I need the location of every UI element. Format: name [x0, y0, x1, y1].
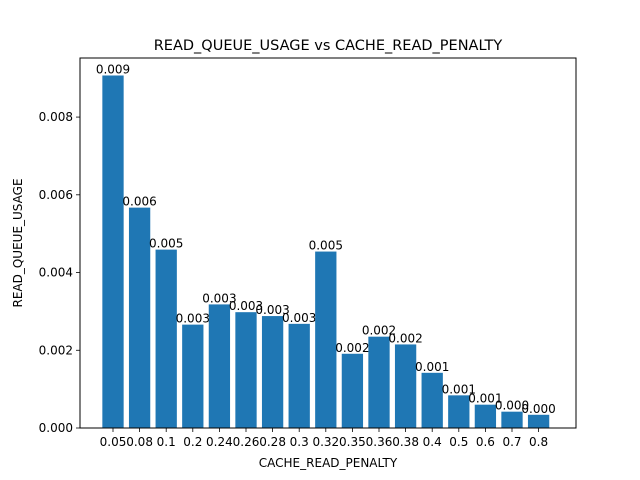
x-axis-ticks: 0.05 0.08 0.1 0.2 0.24 0.26 0.28 0.3 0.32 0.35 0.3…: [100, 428, 548, 449]
bar-0.36: [368, 336, 390, 428]
y-axis-ticks: 0.000 0.002 0.004 0.006 0.008: [39, 110, 80, 435]
bar-value-label: 0.002: [362, 324, 396, 338]
bar-value-label: 0.003: [255, 303, 289, 317]
bar-value-label: 0.000: [495, 399, 529, 413]
bar-0.4: [421, 372, 443, 428]
y-tick-label: 0.000: [39, 421, 73, 435]
y-tick-label: 0.006: [39, 188, 73, 202]
y-tick-label: 0.008: [39, 110, 73, 124]
x-tick-label: 0.24: [206, 435, 233, 449]
bar-value-label: 0.000: [521, 402, 555, 416]
bar-value-label: 0.005: [309, 239, 343, 253]
bar-value-label: 0.001: [415, 360, 449, 374]
bar-value-label: 0.005: [149, 237, 183, 251]
bar-0.8: [527, 414, 550, 428]
bar-0.05: [102, 75, 124, 429]
x-tick-label: 0.7: [502, 435, 521, 449]
bar-value-label: 0.001: [468, 392, 502, 406]
bar-0.1: [155, 249, 177, 428]
bar-value-label: 0.002: [335, 341, 369, 355]
x-tick-label: 0.3: [290, 435, 309, 449]
bar-value-label: 0.003: [176, 312, 210, 326]
bar-0.2: [182, 324, 204, 428]
bars-group: 0.0090.0060.0050.0030.0030.0030.0030.003…: [96, 62, 556, 429]
bar-0.5: [448, 395, 470, 428]
bar-0.35: [341, 353, 364, 428]
chart-title: READ_QUEUE_USAGE vs CACHE_READ_PENALTY: [154, 38, 503, 54]
y-axis-label: READ_QUEUE_USAGE: [11, 178, 25, 307]
bar-0.7: [501, 411, 523, 428]
y-tick-label: 0.002: [39, 343, 73, 357]
x-tick-label: 0.5: [449, 435, 468, 449]
x-tick-label: 0.6: [476, 435, 495, 449]
x-tick-label: 0.38: [392, 435, 419, 449]
bar-0.6: [474, 404, 497, 428]
bar-0.3: [288, 323, 310, 428]
x-tick-label: 0.8: [529, 435, 548, 449]
x-axis-label: CACHE_READ_PENALTY: [259, 456, 398, 470]
bar-0.24: [208, 304, 231, 428]
x-tick-label: 0.1: [157, 435, 176, 449]
bar-0.32: [315, 251, 337, 428]
bar-value-label: 0.009: [96, 62, 130, 76]
x-tick-label: 0.08: [126, 435, 153, 449]
x-tick-label: 0.36: [366, 435, 393, 449]
bar-value-label: 0.006: [122, 195, 156, 209]
x-tick-label: 0.35: [339, 435, 366, 449]
x-tick-label: 0.26: [233, 435, 260, 449]
bar-value-label: 0.002: [388, 331, 422, 345]
plot-frame: [79, 57, 577, 429]
bar-value-label: 0.003: [229, 299, 263, 313]
bar-0.28: [261, 316, 284, 428]
bar-value-label: 0.001: [442, 382, 476, 396]
y-tick-label: 0.004: [39, 266, 73, 280]
x-tick-label: 0.4: [423, 435, 442, 449]
bar-0.08: [128, 207, 151, 428]
x-tick-label: 0.32: [312, 435, 339, 449]
bar-value-label: 0.003: [282, 311, 316, 325]
x-tick-label: 0.28: [259, 435, 286, 449]
bar-0.26: [235, 312, 257, 428]
x-tick-label: 0.2: [183, 435, 202, 449]
bar-value-label: 0.003: [202, 291, 236, 305]
x-tick-label: 0.05: [100, 435, 127, 449]
bar-0.38: [394, 344, 417, 428]
